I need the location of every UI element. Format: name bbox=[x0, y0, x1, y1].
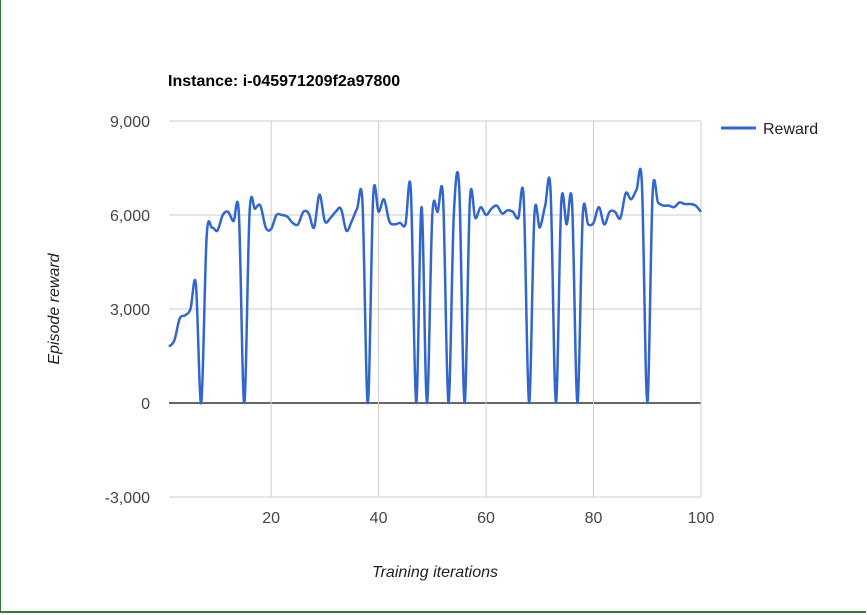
x-axis-label: Training iterations bbox=[372, 564, 498, 581]
legend: Reward bbox=[721, 121, 818, 138]
series-lines bbox=[168, 167, 702, 405]
x-tick-label: 40 bbox=[370, 510, 388, 527]
y-axis-ticks: -3,000 0 3,000 6,000 9,000 bbox=[105, 114, 150, 507]
x-tick-label: 80 bbox=[585, 510, 603, 527]
x-tick-label: 60 bbox=[477, 510, 495, 527]
y-tick-label: -3,000 bbox=[105, 490, 150, 507]
series-line-reward bbox=[168, 167, 702, 405]
y-tick-label: 0 bbox=[141, 396, 150, 413]
legend-label: Reward bbox=[763, 121, 818, 138]
y-axis-label: Episode reward bbox=[46, 252, 63, 364]
x-axis-ticks: 20 40 60 80 100 bbox=[262, 510, 714, 527]
y-tick-label: 3,000 bbox=[110, 302, 150, 319]
chart-title: Instance: i-045971209f2a97800 bbox=[168, 73, 400, 90]
x-tick-label: 20 bbox=[262, 510, 280, 527]
y-tick-label: 6,000 bbox=[110, 208, 150, 225]
gridlines bbox=[169, 120, 702, 498]
y-tick-label: 9,000 bbox=[110, 114, 150, 131]
x-tick-label: 100 bbox=[688, 510, 715, 527]
